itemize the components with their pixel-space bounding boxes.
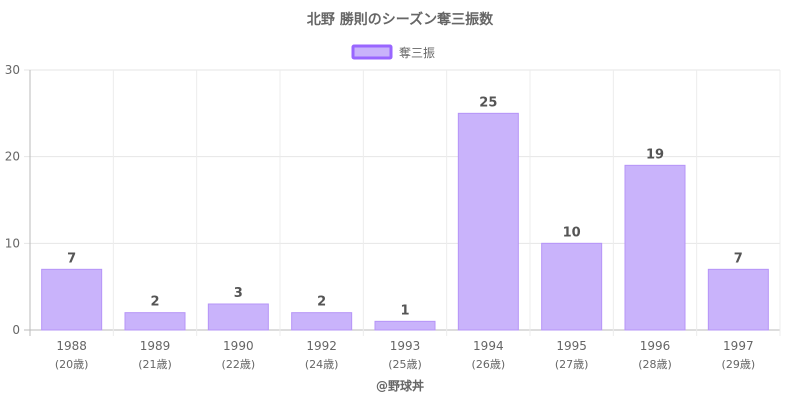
- bar-value-label: 19: [646, 147, 664, 162]
- x-tick-label: 1989: [140, 339, 171, 353]
- bar[interactable]: [124, 312, 186, 331]
- bar-value-label: 1: [400, 303, 409, 318]
- legend[interactable]: 奪三振: [351, 44, 435, 60]
- x-tick-label: 1988: [56, 339, 87, 353]
- x-tick-sublabel: (27歳): [555, 358, 589, 371]
- value-labels: 7 2 3 2 1 25 10 19 7: [67, 95, 743, 318]
- bar[interactable]: [374, 320, 436, 331]
- legend-swatch: [351, 44, 393, 60]
- x-axis: 1988 (20歳) 1989 (21歳) 1990 (22歳) 1992 (24歳) 1993…: [55, 339, 755, 371]
- x-tick-label: 1995: [556, 339, 587, 353]
- y-tick-label: 20: [5, 150, 20, 164]
- credit-text: @野球丼: [376, 378, 424, 393]
- bar[interactable]: [207, 303, 269, 331]
- chart-title: 北野 勝則のシーズン奪三振数: [307, 11, 494, 28]
- grid: [24, 69, 781, 336]
- bar-value-label: 10: [563, 225, 581, 240]
- x-tick-sublabel: (20歳): [55, 358, 89, 371]
- bar[interactable]: [624, 164, 686, 331]
- x-tick-label: 1992: [306, 339, 337, 353]
- y-axis: 0 10 20 30: [5, 63, 20, 337]
- x-tick-label: 1994: [473, 339, 504, 353]
- bar-value-label: 2: [317, 295, 326, 310]
- legend-label: 奪三振: [399, 45, 435, 60]
- x-tick-sublabel: (24歳): [305, 358, 339, 371]
- bar[interactable]: [41, 268, 103, 331]
- x-tick-sublabel: (22歳): [222, 358, 256, 371]
- y-tick-label: 30: [5, 63, 20, 77]
- x-tick-sublabel: (29歳): [722, 358, 756, 371]
- bar[interactable]: [457, 112, 519, 331]
- x-tick-sublabel: (25歳): [388, 358, 422, 371]
- x-tick-sublabel: (28歳): [638, 358, 672, 371]
- y-tick-label: 10: [5, 236, 20, 250]
- bar-value-label: 2: [150, 295, 159, 310]
- bars: [41, 112, 769, 331]
- bar[interactable]: [541, 242, 603, 331]
- bar[interactable]: [707, 268, 769, 331]
- bar-value-label: 7: [734, 251, 743, 266]
- x-tick-label: 1997: [723, 339, 754, 353]
- bar-value-label: 3: [234, 286, 243, 301]
- x-tick-label: 1993: [390, 339, 421, 353]
- bar-value-label: 7: [67, 251, 76, 266]
- bar-value-label: 25: [479, 95, 497, 110]
- x-tick-label: 1990: [223, 339, 254, 353]
- x-tick-label: 1996: [640, 339, 671, 353]
- y-tick-label: 0: [12, 323, 20, 337]
- bar[interactable]: [291, 312, 353, 331]
- x-tick-sublabel: (21歳): [138, 358, 172, 371]
- x-tick-sublabel: (26歳): [472, 358, 506, 371]
